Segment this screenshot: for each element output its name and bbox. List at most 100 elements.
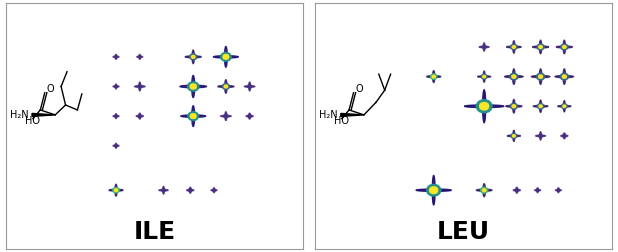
Ellipse shape — [536, 189, 539, 191]
Text: H₂N: H₂N — [318, 110, 337, 120]
Ellipse shape — [190, 84, 197, 89]
Ellipse shape — [531, 76, 550, 78]
Ellipse shape — [433, 71, 435, 83]
Ellipse shape — [432, 175, 435, 205]
Ellipse shape — [539, 45, 543, 48]
Ellipse shape — [188, 112, 198, 120]
Ellipse shape — [187, 82, 199, 91]
Ellipse shape — [483, 90, 486, 123]
Ellipse shape — [563, 69, 565, 84]
Ellipse shape — [192, 75, 195, 98]
Ellipse shape — [430, 74, 437, 79]
Ellipse shape — [483, 75, 486, 78]
Ellipse shape — [221, 115, 231, 117]
Text: O: O — [46, 84, 54, 94]
Ellipse shape — [483, 43, 485, 51]
Ellipse shape — [223, 54, 229, 59]
Ellipse shape — [563, 133, 565, 139]
Ellipse shape — [213, 56, 239, 58]
Ellipse shape — [190, 114, 196, 118]
Ellipse shape — [139, 54, 141, 59]
Ellipse shape — [564, 101, 565, 112]
Ellipse shape — [180, 85, 206, 88]
Ellipse shape — [432, 75, 435, 78]
Text: ILE: ILE — [133, 220, 176, 244]
Ellipse shape — [561, 104, 567, 109]
Ellipse shape — [537, 44, 544, 50]
Ellipse shape — [532, 46, 549, 48]
Ellipse shape — [533, 105, 548, 107]
Ellipse shape — [510, 103, 517, 109]
Ellipse shape — [512, 46, 515, 48]
Ellipse shape — [504, 76, 523, 78]
Ellipse shape — [113, 115, 119, 117]
Ellipse shape — [115, 85, 117, 87]
Ellipse shape — [211, 190, 217, 191]
Ellipse shape — [556, 46, 572, 48]
Ellipse shape — [513, 100, 515, 113]
Ellipse shape — [221, 52, 231, 61]
Ellipse shape — [213, 188, 215, 193]
Ellipse shape — [561, 73, 569, 80]
Ellipse shape — [483, 71, 485, 82]
Ellipse shape — [430, 187, 438, 194]
Ellipse shape — [248, 115, 251, 117]
Polygon shape — [341, 113, 364, 116]
Ellipse shape — [114, 189, 117, 192]
Text: HO: HO — [334, 116, 349, 126]
Ellipse shape — [113, 145, 119, 146]
Ellipse shape — [115, 56, 117, 58]
Ellipse shape — [115, 84, 117, 89]
Ellipse shape — [115, 143, 117, 148]
Ellipse shape — [563, 40, 565, 54]
Ellipse shape — [506, 105, 522, 107]
Ellipse shape — [537, 104, 544, 109]
Ellipse shape — [222, 83, 229, 89]
Ellipse shape — [562, 75, 566, 78]
Ellipse shape — [540, 69, 542, 84]
Text: H₂N: H₂N — [10, 110, 28, 120]
Ellipse shape — [218, 85, 234, 87]
Ellipse shape — [476, 100, 492, 113]
Ellipse shape — [225, 112, 227, 120]
Ellipse shape — [115, 184, 117, 196]
Ellipse shape — [248, 82, 250, 91]
Ellipse shape — [426, 76, 441, 78]
Ellipse shape — [511, 133, 517, 138]
Ellipse shape — [512, 69, 515, 84]
Ellipse shape — [244, 86, 255, 87]
Ellipse shape — [162, 189, 166, 192]
Ellipse shape — [482, 45, 486, 49]
Ellipse shape — [516, 187, 518, 193]
Ellipse shape — [506, 46, 521, 48]
Ellipse shape — [512, 105, 515, 108]
Ellipse shape — [115, 145, 117, 147]
Ellipse shape — [557, 106, 571, 107]
Ellipse shape — [247, 85, 252, 88]
Ellipse shape — [478, 76, 491, 77]
Ellipse shape — [561, 135, 568, 137]
Ellipse shape — [163, 186, 164, 194]
Ellipse shape — [515, 189, 519, 192]
Ellipse shape — [192, 50, 194, 64]
Ellipse shape — [213, 189, 215, 191]
Ellipse shape — [138, 115, 141, 117]
Ellipse shape — [510, 73, 518, 80]
Ellipse shape — [563, 105, 566, 107]
Ellipse shape — [224, 114, 228, 118]
Ellipse shape — [540, 132, 541, 140]
Ellipse shape — [224, 46, 227, 67]
Ellipse shape — [138, 113, 141, 119]
Ellipse shape — [426, 184, 441, 196]
Ellipse shape — [138, 56, 141, 58]
Ellipse shape — [561, 44, 568, 50]
Ellipse shape — [225, 80, 227, 93]
Ellipse shape — [483, 184, 485, 197]
Ellipse shape — [113, 86, 119, 87]
Ellipse shape — [536, 135, 546, 137]
Ellipse shape — [557, 188, 559, 193]
Ellipse shape — [189, 189, 192, 192]
Ellipse shape — [556, 190, 561, 191]
Ellipse shape — [224, 85, 227, 88]
Ellipse shape — [185, 56, 201, 58]
